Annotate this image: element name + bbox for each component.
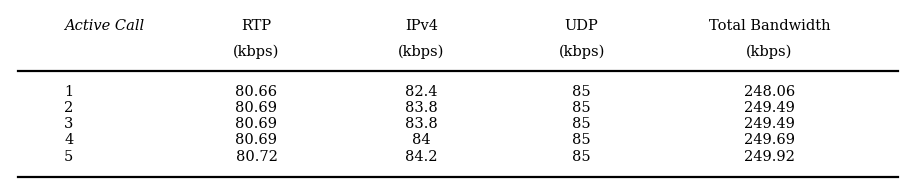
Text: 80.69: 80.69: [235, 133, 278, 147]
Text: IPv4: IPv4: [405, 19, 438, 33]
Text: 83.8: 83.8: [405, 101, 438, 115]
Text: (kbps): (kbps): [234, 45, 279, 59]
Text: 85: 85: [572, 85, 591, 99]
Text: 249.69: 249.69: [744, 133, 795, 147]
Text: 85: 85: [572, 133, 591, 147]
Text: 84: 84: [412, 133, 431, 147]
Text: 80.72: 80.72: [235, 150, 278, 164]
Text: 80.69: 80.69: [235, 117, 278, 131]
Text: 2: 2: [64, 101, 73, 115]
Text: UDP: UDP: [565, 19, 598, 33]
Text: RTP: RTP: [242, 19, 271, 33]
Text: Active Call: Active Call: [64, 19, 144, 33]
Text: 249.49: 249.49: [744, 101, 795, 115]
Text: 85: 85: [572, 117, 591, 131]
Text: 3: 3: [64, 117, 73, 131]
Text: 5: 5: [64, 150, 73, 164]
Text: 83.8: 83.8: [405, 117, 438, 131]
Text: 85: 85: [572, 150, 591, 164]
Text: 80.66: 80.66: [235, 85, 278, 99]
Text: 249.49: 249.49: [744, 117, 795, 131]
Text: 4: 4: [64, 133, 73, 147]
Text: 1: 1: [64, 85, 73, 99]
Text: 248.06: 248.06: [744, 85, 795, 99]
Text: 84.2: 84.2: [405, 150, 438, 164]
Text: 82.4: 82.4: [405, 85, 438, 99]
Text: 85: 85: [572, 101, 591, 115]
Text: 249.92: 249.92: [744, 150, 795, 164]
Text: (kbps): (kbps): [559, 45, 605, 59]
Text: (kbps): (kbps): [747, 45, 792, 59]
Text: Total Bandwidth: Total Bandwidth: [709, 19, 830, 33]
Text: 80.69: 80.69: [235, 101, 278, 115]
Text: (kbps): (kbps): [398, 45, 444, 59]
